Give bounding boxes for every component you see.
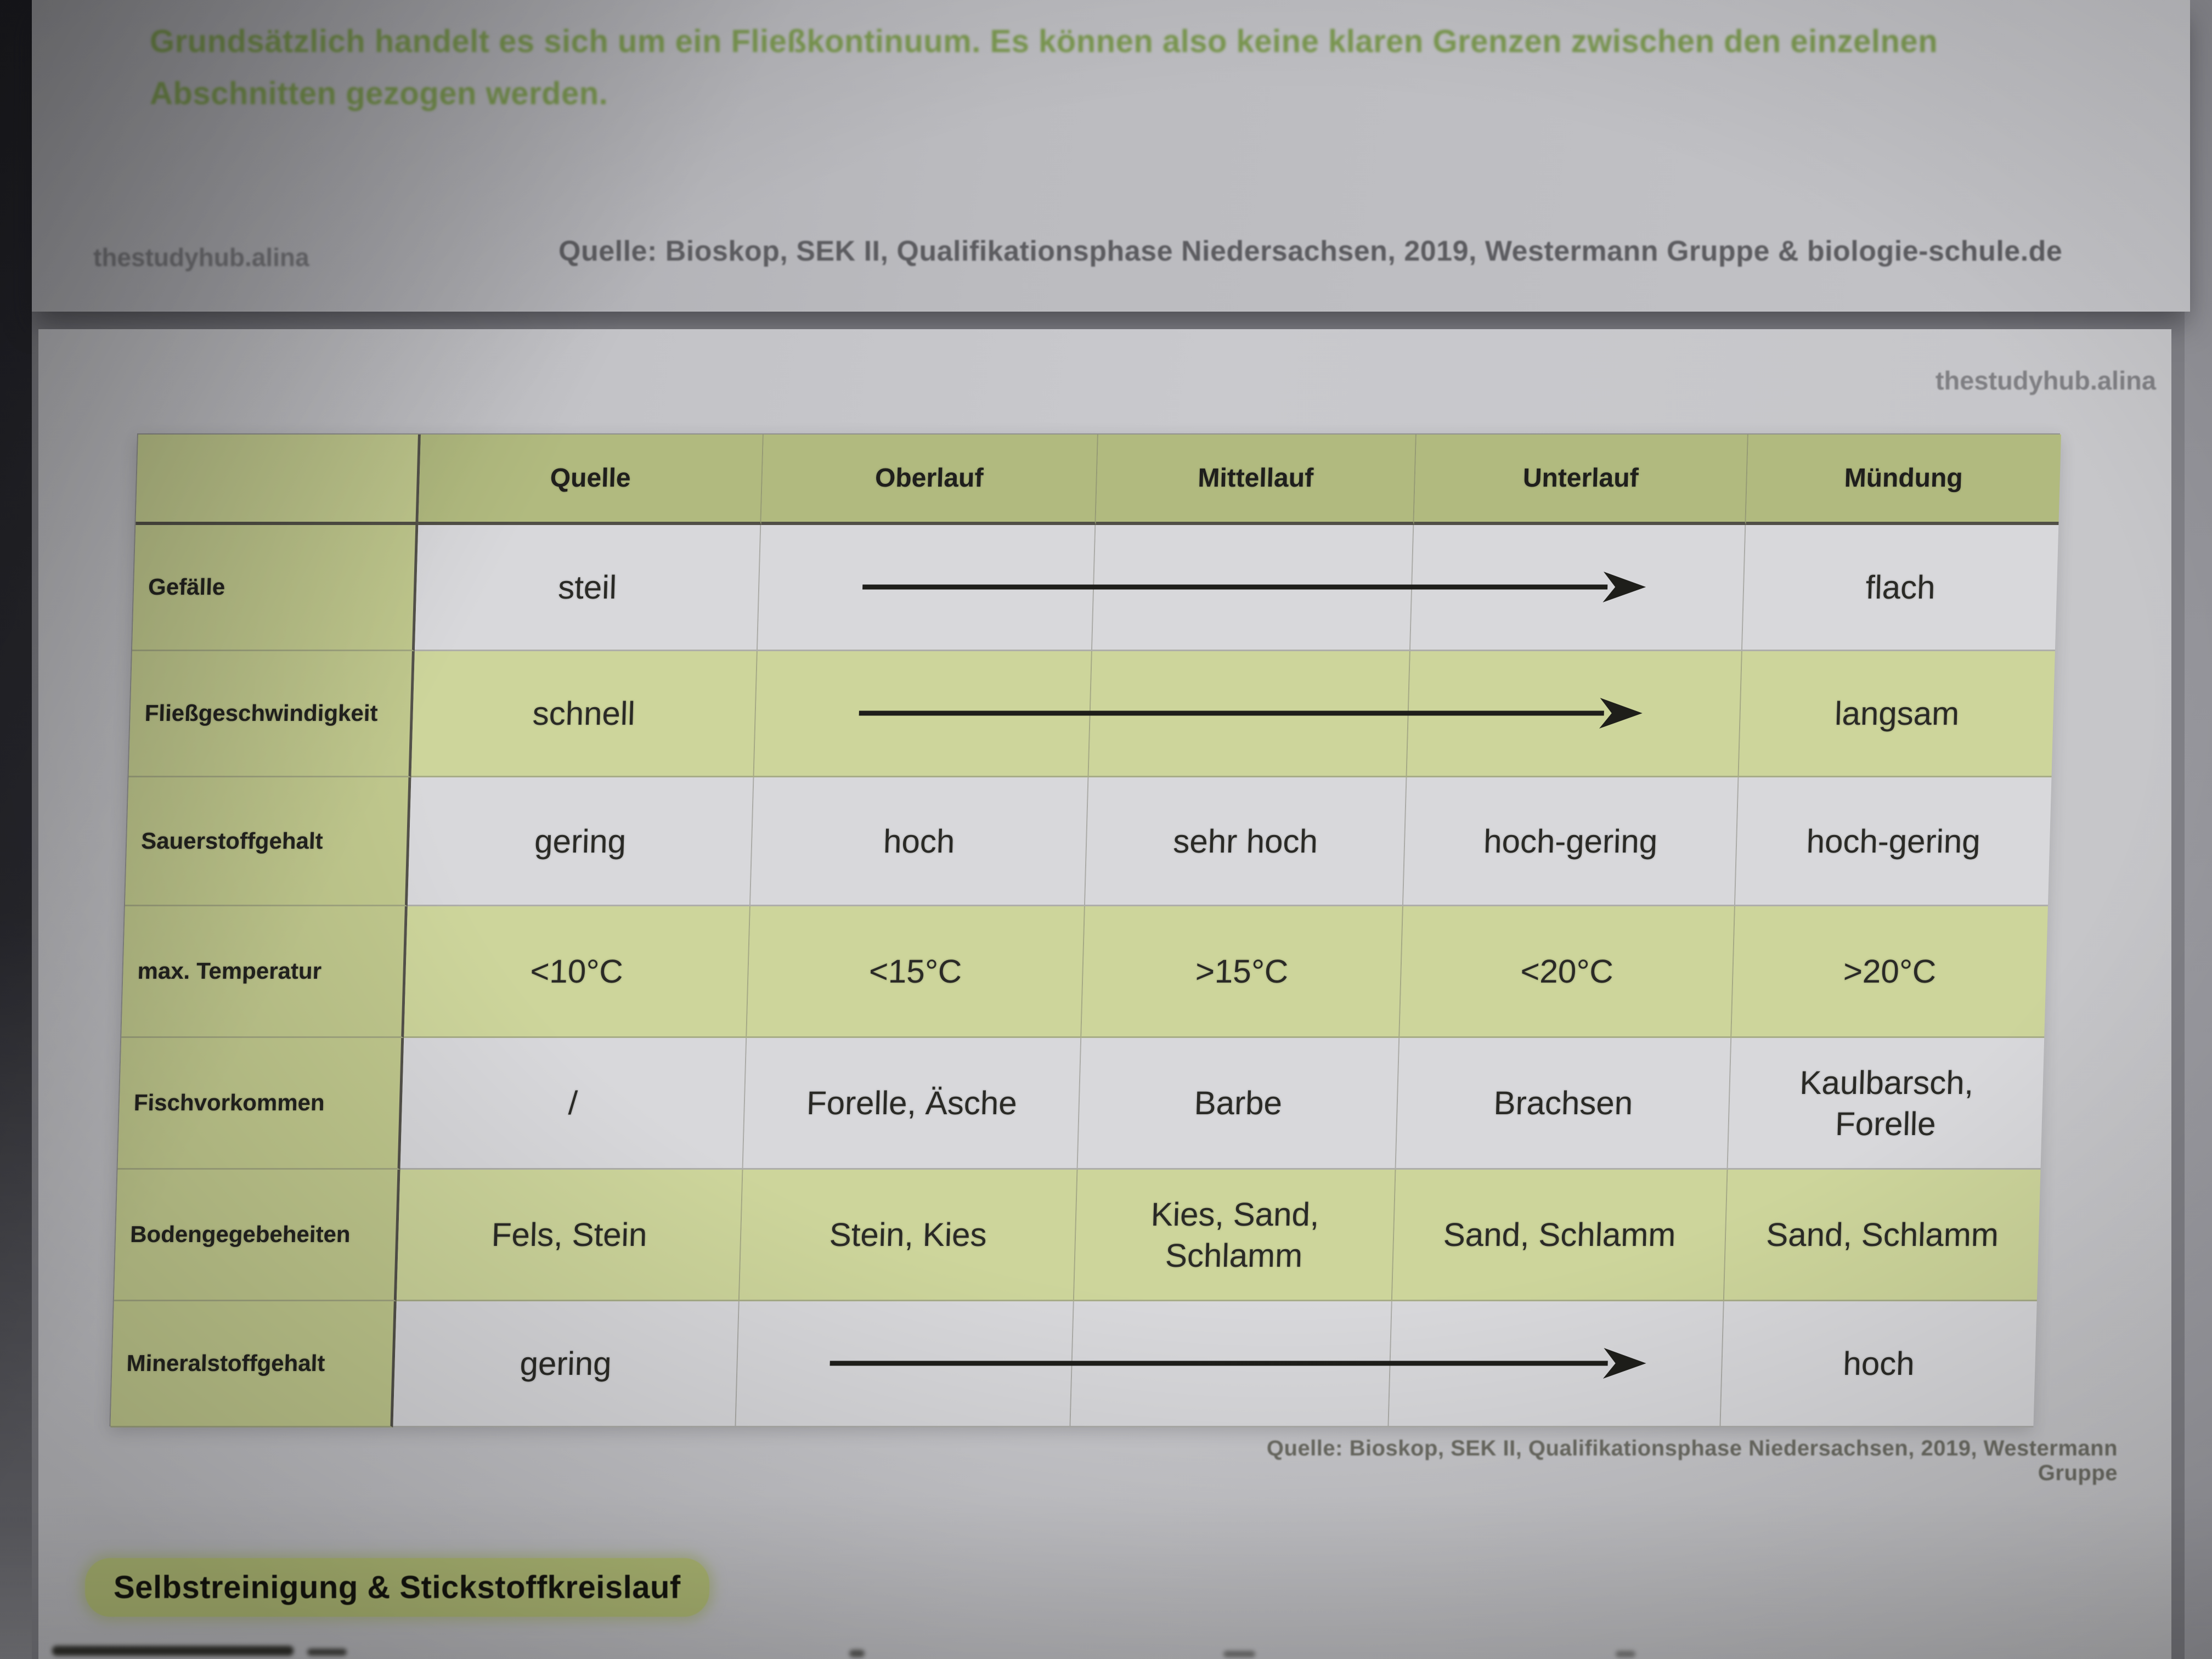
table-cell: Brachsen: [1396, 1038, 1732, 1170]
column-header-muendung: Mündung: [1746, 435, 2061, 525]
table-cell: Kaulbarsch, Forelle: [1728, 1038, 2045, 1170]
source-line-top: Quelle: Bioskop, SEK II, Qualifikationsp…: [558, 235, 2063, 267]
table-cell: [1092, 525, 1414, 651]
table-cell: Sand, Schlamm: [1392, 1170, 1728, 1301]
table-cell: hoch-gering: [1403, 777, 1739, 906]
cutoff-text-fragment: [1616, 1651, 1635, 1657]
table-cell: gering: [407, 777, 754, 906]
table-cell: [1407, 651, 1742, 777]
table-cell: [1389, 1301, 1724, 1427]
table-cell: sehr hoch: [1085, 777, 1407, 906]
row-label-bodengegebeheiten: Bodengegebeheiten: [114, 1170, 400, 1301]
cutoff-text-fragment: [307, 1649, 347, 1656]
table-cell: [1088, 651, 1410, 777]
table-cell: gering: [393, 1301, 740, 1427]
table-cell: /: [400, 1038, 747, 1170]
table-cell: schnell: [411, 651, 758, 777]
table-cell: langsam: [1739, 651, 2055, 777]
column-header-quelle: Quelle: [418, 435, 764, 525]
watermark-top: thestudyhub.alina: [93, 243, 309, 272]
river-zones-table: Quelle Oberlauf Mittellauf Unterlauf Mün…: [109, 433, 2061, 1427]
cutoff-text-fragment: [849, 1650, 865, 1657]
row-label-gefaelle: Gefälle: [132, 525, 419, 651]
table-cell: <20°C: [1400, 906, 1735, 1038]
table-cell: Fels, Stein: [396, 1170, 743, 1301]
table-cell: Forelle, Äsche: [743, 1038, 1082, 1170]
cutoff-text-fragment: [1223, 1651, 1255, 1657]
table-cell: Barbe: [1077, 1038, 1400, 1170]
column-header-mittellauf: Mittellauf: [1096, 435, 1417, 525]
table-cell: steil: [414, 525, 761, 651]
table-cell: hoch: [1720, 1301, 2037, 1427]
row-label-mineralstoffgehalt: Mineralstoffgehalt: [110, 1301, 397, 1427]
cutoff-text-fragment: [52, 1646, 294, 1656]
row-label-sauerstoffgehalt: Sauerstoffgehalt: [125, 777, 411, 906]
table-cell: hoch: [750, 777, 1089, 906]
row-label-fliessgeschwindigkeit: Fließgeschwindigkeit: [128, 651, 415, 777]
column-header-unterlauf: Unterlauf: [1414, 435, 1748, 525]
table-grid: Quelle Oberlauf Mittellauf Unterlauf Mün…: [109, 433, 2061, 1427]
table-cell: >15°C: [1081, 906, 1403, 1038]
table-cell: >20°C: [1731, 906, 2048, 1038]
table-cell: Sand, Schlamm: [1724, 1170, 2041, 1301]
table-cell: [754, 651, 1092, 777]
table-cell: Stein, Kies: [739, 1170, 1078, 1301]
row-label-max-temperatur: max. Temperatur: [121, 906, 408, 1038]
watermark-table: thestudyhub.alina: [1935, 366, 2156, 395]
table-corner-cell: [136, 435, 421, 525]
table-cell: [757, 525, 1096, 651]
table-cell: flach: [1742, 525, 2059, 651]
table-cell: [1070, 1301, 1392, 1427]
handwritten-note: Grundsätzlich handelt es sich um ein Fli…: [150, 24, 1938, 111]
main-sheet: thestudyhub.alina Quelle Oberlauf Mittel…: [38, 329, 2171, 1659]
photo-edge-left: [0, 0, 32, 1659]
table-cell: [1410, 525, 1746, 651]
table-cell: [736, 1301, 1074, 1427]
column-header-oberlauf: Oberlauf: [761, 435, 1098, 525]
table-cell: hoch-gering: [1735, 777, 2052, 906]
table-cell: <10°C: [404, 906, 751, 1038]
table-cell: <15°C: [747, 906, 1085, 1038]
section-heading: Selbstreinigung & Stickstoffkreislauf: [85, 1558, 709, 1617]
upper-sheet: Grundsätzlich handelt es sich um ein Fli…: [32, 0, 2190, 312]
source-line-bottom: Quelle: Bioskop, SEK II, Qualifikationsp…: [1266, 1436, 2118, 1485]
table-cell: Kies, Sand, Schlamm: [1074, 1170, 1396, 1301]
row-label-fischvorkommen: Fischvorkommen: [117, 1038, 404, 1170]
